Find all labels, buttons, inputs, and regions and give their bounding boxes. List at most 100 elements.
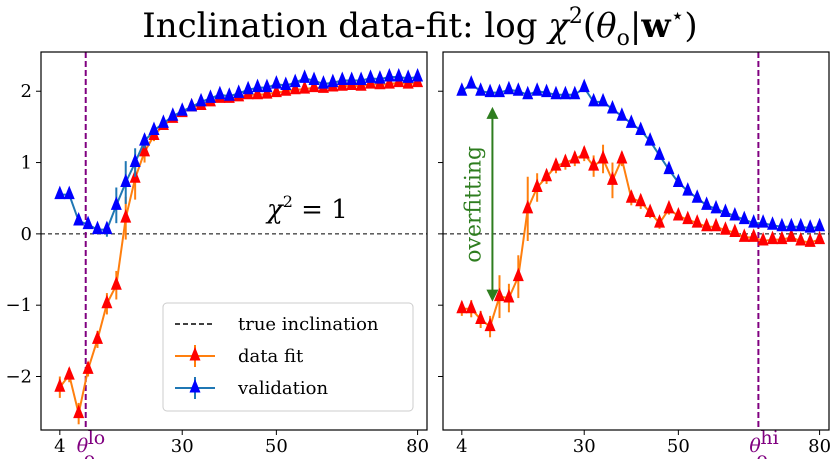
data-point xyxy=(776,217,788,232)
y-tick-label: 0 xyxy=(21,224,32,245)
data-point xyxy=(195,92,207,107)
x-tick-label: 30 xyxy=(573,436,596,457)
data-point xyxy=(569,85,581,100)
data-point xyxy=(355,71,367,86)
data-point xyxy=(308,78,320,93)
right-panel: 4 30 50 80 θ hio overfitting xyxy=(438,51,831,459)
data-point xyxy=(503,289,515,303)
data-point xyxy=(120,173,132,188)
data-point xyxy=(804,219,816,233)
data-point xyxy=(559,153,571,168)
data-point xyxy=(110,196,122,210)
data-point xyxy=(167,107,179,121)
data-point xyxy=(493,287,505,302)
data-point xyxy=(672,173,684,188)
data-point xyxy=(550,85,562,100)
arrow-head-down xyxy=(486,289,499,302)
data-point xyxy=(785,228,797,242)
data-point xyxy=(682,210,694,225)
data-point xyxy=(82,360,94,374)
data-point xyxy=(186,97,198,112)
data-point xyxy=(242,80,254,95)
data-point xyxy=(54,185,66,200)
data-point xyxy=(129,153,141,168)
data-point xyxy=(729,223,741,237)
data-point xyxy=(383,75,395,89)
x-tick-label: 50 xyxy=(667,436,690,457)
x-tick-label: 80 xyxy=(808,436,831,457)
data-point xyxy=(261,78,273,93)
data-point xyxy=(729,207,741,221)
data-point xyxy=(767,230,779,245)
data-point xyxy=(73,404,85,419)
data-point xyxy=(54,378,66,392)
y-tick-label: 1 xyxy=(21,153,32,174)
data-point xyxy=(289,80,301,95)
theta-marker-label: θ xyxy=(77,435,89,457)
data-point xyxy=(465,75,477,89)
data-point xyxy=(374,70,386,84)
data-point xyxy=(635,121,647,135)
data-point xyxy=(512,82,524,96)
data-point xyxy=(157,114,169,128)
data-point xyxy=(804,233,816,247)
data-point xyxy=(578,78,590,93)
data-point xyxy=(569,149,581,164)
data-point xyxy=(559,85,571,100)
data-point xyxy=(814,230,826,245)
data-point xyxy=(814,217,826,232)
data-point xyxy=(701,196,713,210)
data-point xyxy=(223,87,235,101)
theta-marker-sub: o xyxy=(756,448,767,459)
y-tick-label: −1 xyxy=(5,295,32,316)
data-point xyxy=(597,149,609,164)
data-point xyxy=(280,76,292,91)
data-point xyxy=(456,82,468,96)
data-point xyxy=(597,92,609,107)
data-point xyxy=(748,214,760,228)
data-point xyxy=(252,78,264,93)
legend-label: true inclination xyxy=(238,314,379,335)
data-point xyxy=(270,75,282,89)
x-tick-label: 80 xyxy=(406,436,429,457)
data-point xyxy=(738,210,750,225)
x-tick-label: 30 xyxy=(171,436,194,457)
data-point xyxy=(91,330,103,344)
data-point xyxy=(456,299,468,314)
y-tick-label: 2 xyxy=(21,81,32,102)
data-point xyxy=(578,144,590,159)
data-point xyxy=(365,69,377,83)
data-point xyxy=(644,132,656,146)
data-point xyxy=(531,82,543,96)
data-point xyxy=(270,83,282,98)
data-point xyxy=(757,214,769,228)
data-point xyxy=(710,199,722,214)
data-point xyxy=(606,100,618,114)
data-point xyxy=(484,83,496,98)
data-point xyxy=(176,102,188,116)
data-point xyxy=(691,214,703,228)
data-point xyxy=(214,85,226,100)
data-point xyxy=(493,83,505,98)
data-point xyxy=(299,69,311,83)
data-point xyxy=(616,149,628,164)
data-point xyxy=(63,366,75,380)
data-point xyxy=(748,228,760,242)
data-point xyxy=(336,71,348,86)
data-point xyxy=(475,82,487,96)
data-point xyxy=(588,157,600,171)
overfitting-label: overfitting xyxy=(461,146,486,263)
legend-box xyxy=(162,302,414,412)
data-point xyxy=(710,217,722,232)
data-point xyxy=(795,217,807,232)
data-point xyxy=(776,230,788,245)
data-point xyxy=(82,215,94,230)
data-point xyxy=(465,299,477,314)
data-point xyxy=(139,132,151,146)
data-point xyxy=(541,167,553,182)
theta-marker-label: θ xyxy=(749,435,761,457)
data-point xyxy=(110,276,122,290)
left-panel: −2 −1 0 1 2 4 30 50 80 θ loo χ2 = 1 true inclination… xyxy=(5,51,429,459)
data-point xyxy=(682,182,694,196)
